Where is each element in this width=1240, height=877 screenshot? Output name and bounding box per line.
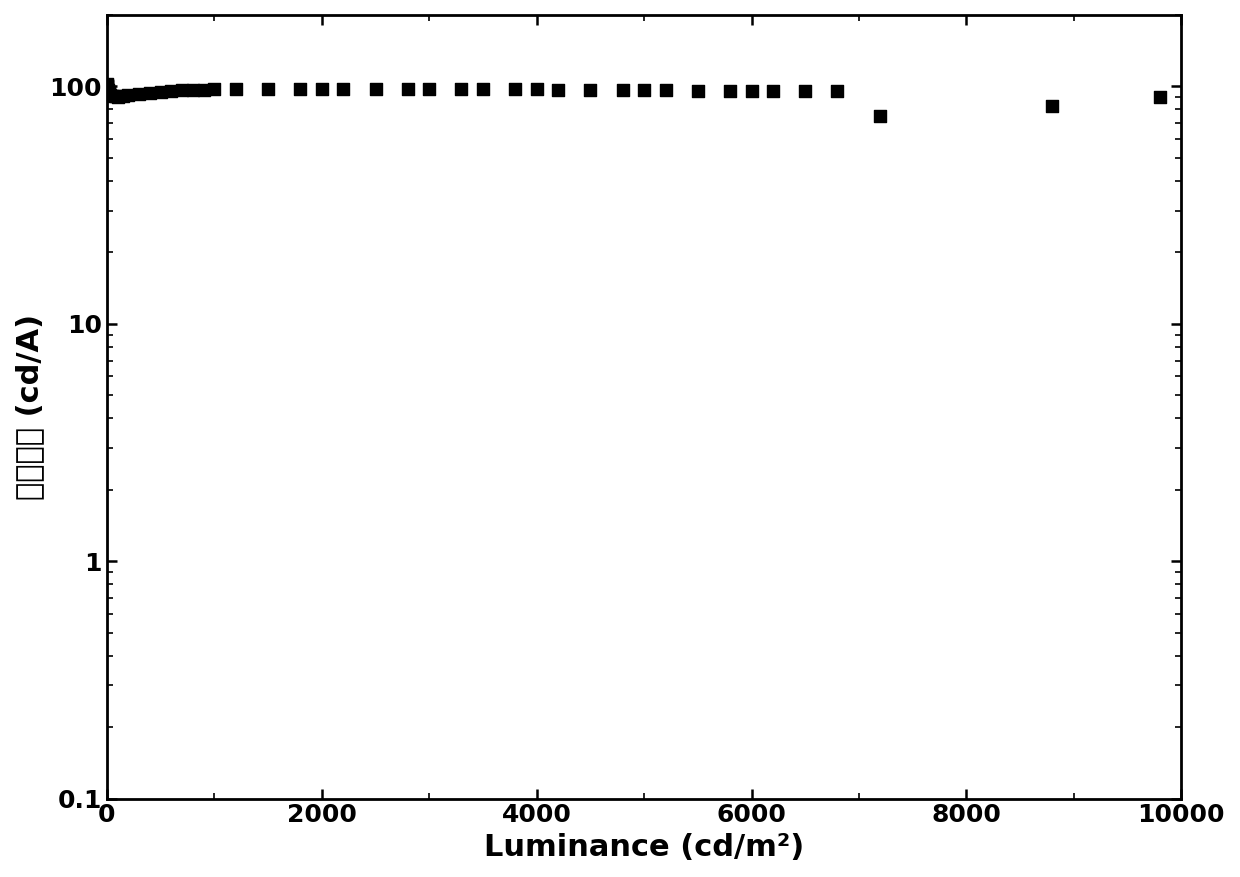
Point <box>226 82 246 96</box>
Point <box>113 89 133 103</box>
Point <box>527 82 547 96</box>
Point <box>720 83 740 97</box>
Point <box>97 80 117 94</box>
X-axis label: Luminance (cd/m²): Luminance (cd/m²) <box>484 833 805 862</box>
Point <box>613 82 632 96</box>
Point <box>472 82 492 96</box>
Point <box>656 82 676 96</box>
Point <box>742 83 761 97</box>
Point <box>398 82 418 96</box>
Point <box>763 83 782 97</box>
Point <box>1149 90 1169 104</box>
Point <box>366 82 386 96</box>
Point <box>140 86 160 100</box>
Point <box>580 82 600 96</box>
Point <box>172 82 192 96</box>
Point <box>119 88 139 102</box>
Point <box>129 87 149 101</box>
Point <box>97 78 117 92</box>
Point <box>419 82 439 96</box>
Y-axis label: 电流效率 (cd/A): 电流效率 (cd/A) <box>15 314 43 500</box>
Point <box>184 82 203 96</box>
Point <box>827 83 847 97</box>
Point <box>205 82 224 96</box>
Point <box>312 82 332 96</box>
Point <box>98 82 118 96</box>
Point <box>334 82 353 96</box>
Point <box>290 82 310 96</box>
Point <box>688 83 708 97</box>
Point <box>99 85 119 99</box>
Point <box>795 83 815 97</box>
Point <box>870 109 890 123</box>
Point <box>97 77 117 91</box>
Point <box>98 82 118 96</box>
Point <box>634 82 653 96</box>
Point <box>108 90 128 104</box>
Point <box>548 82 568 96</box>
Point <box>193 82 213 96</box>
Point <box>505 82 525 96</box>
Point <box>151 85 171 99</box>
Point <box>161 83 181 97</box>
Point <box>451 82 471 96</box>
Point <box>100 88 120 102</box>
Point <box>1043 98 1063 112</box>
Point <box>105 89 125 103</box>
Point <box>99 86 119 100</box>
Point <box>103 89 123 103</box>
Point <box>258 82 278 96</box>
Point <box>98 83 118 97</box>
Point <box>97 80 117 94</box>
